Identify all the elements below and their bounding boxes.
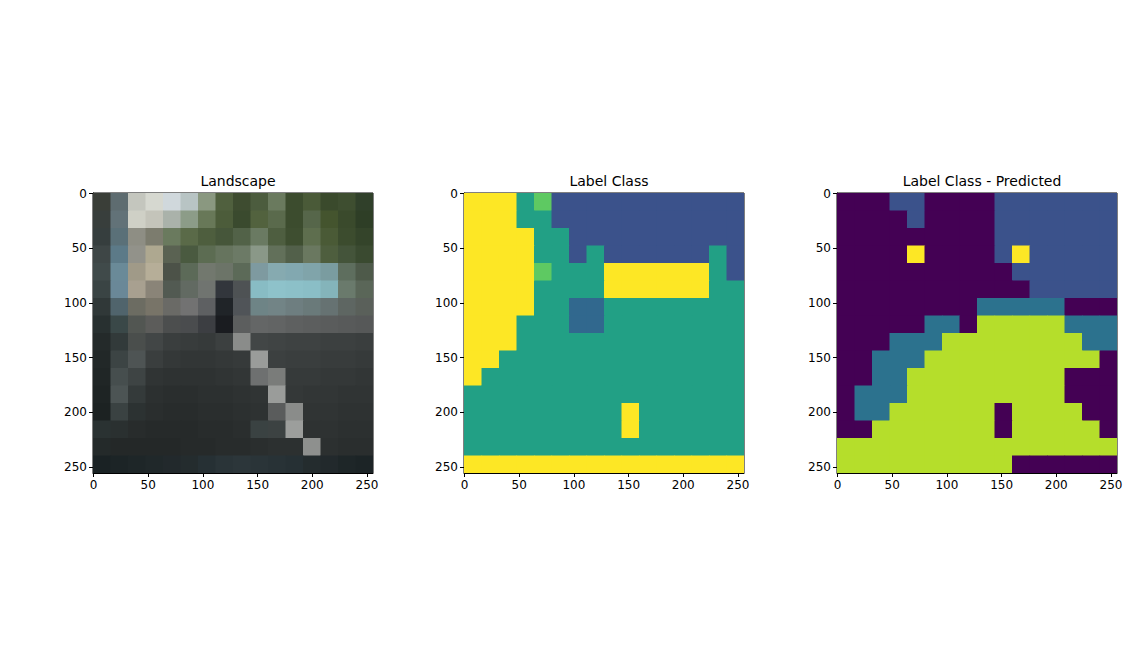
svg-text:200: 200 [672,478,695,492]
svg-text:250: 250 [808,460,831,474]
svg-text:250: 250 [64,460,87,474]
svg-text:150: 150 [246,478,269,492]
svg-text:250: 250 [356,478,379,492]
svg-text:200: 200 [64,405,87,419]
svg-text:50: 50 [885,478,900,492]
svg-text:200: 200 [1045,478,1068,492]
svg-text:150: 150 [64,351,87,365]
svg-text:0: 0 [90,478,98,492]
svg-text:100: 100 [64,296,87,310]
svg-text:Label Class - Predicted: Label Class - Predicted [903,173,1062,189]
svg-text:100: 100 [191,478,214,492]
svg-text:100: 100 [435,296,458,310]
svg-text:250: 250 [1100,478,1123,492]
svg-text:50: 50 [72,241,87,255]
svg-text:200: 200 [435,405,458,419]
svg-text:50: 50 [141,478,156,492]
svg-text:50: 50 [512,478,527,492]
svg-text:150: 150 [990,478,1013,492]
svg-text:Label Class: Label Class [569,173,648,189]
svg-text:100: 100 [562,478,585,492]
svg-text:150: 150 [617,478,640,492]
svg-text:0: 0 [450,187,458,201]
svg-text:0: 0 [823,187,831,201]
svg-text:250: 250 [435,460,458,474]
svg-text:150: 150 [435,351,458,365]
svg-text:50: 50 [443,241,458,255]
svg-text:0: 0 [834,478,842,492]
svg-text:0: 0 [461,478,469,492]
svg-text:100: 100 [935,478,958,492]
svg-text:100: 100 [808,296,831,310]
svg-text:200: 200 [301,478,324,492]
svg-text:150: 150 [808,351,831,365]
svg-text:Landscape: Landscape [200,173,275,189]
svg-text:50: 50 [816,241,831,255]
svg-text:0: 0 [79,187,87,201]
svg-text:200: 200 [808,405,831,419]
svg-text:250: 250 [727,478,750,492]
